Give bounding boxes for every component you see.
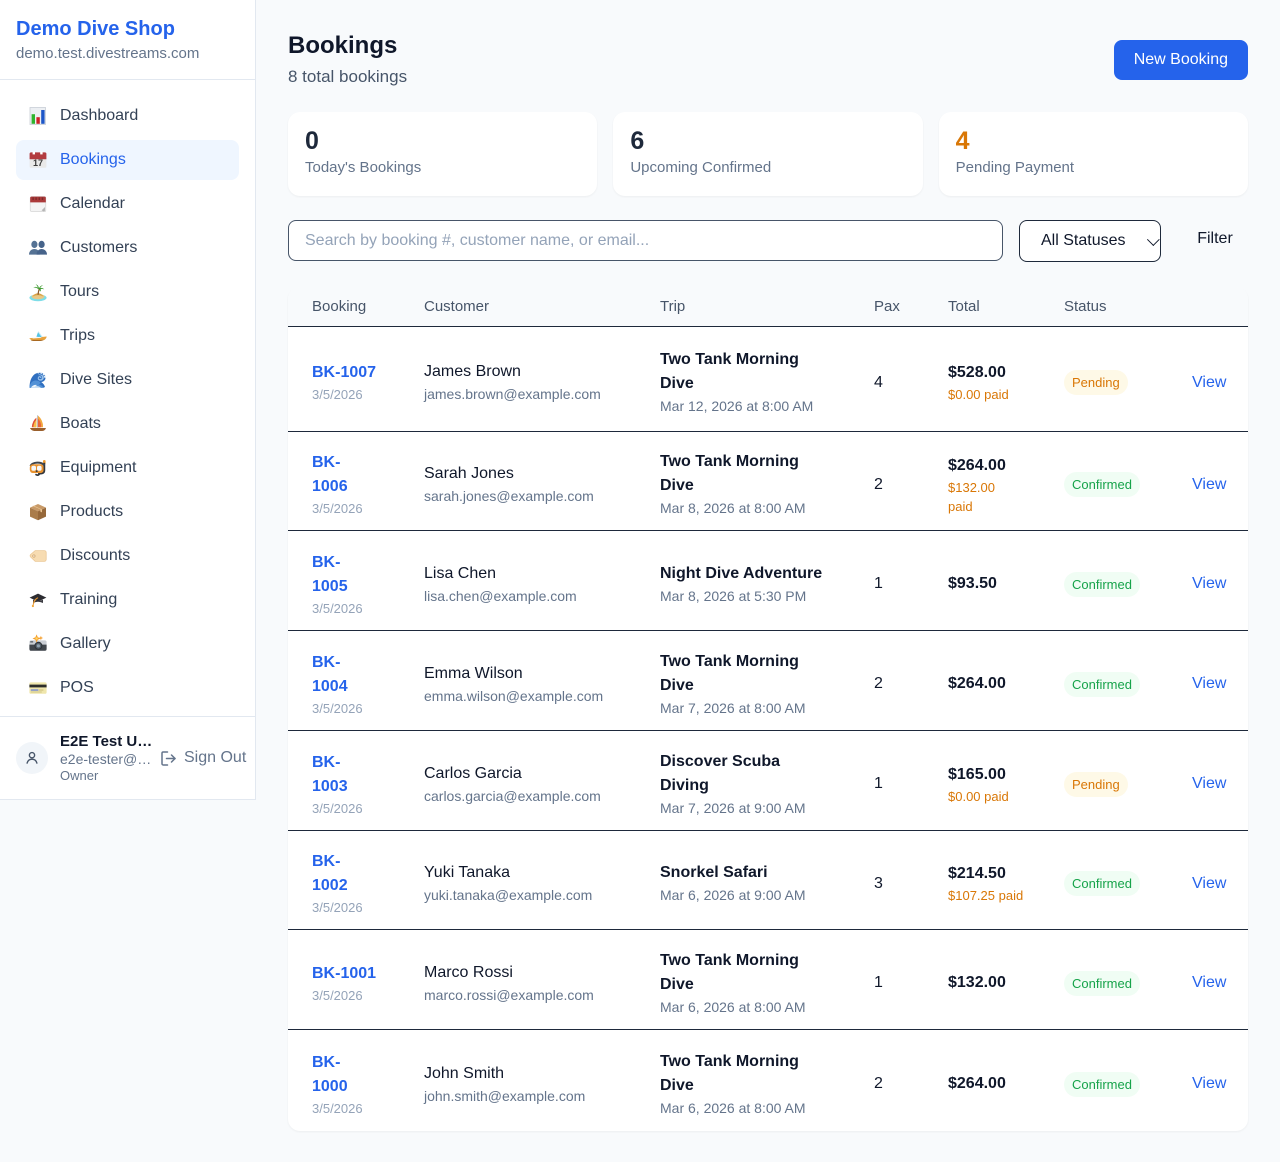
svg-text:17: 17 — [33, 158, 43, 168]
